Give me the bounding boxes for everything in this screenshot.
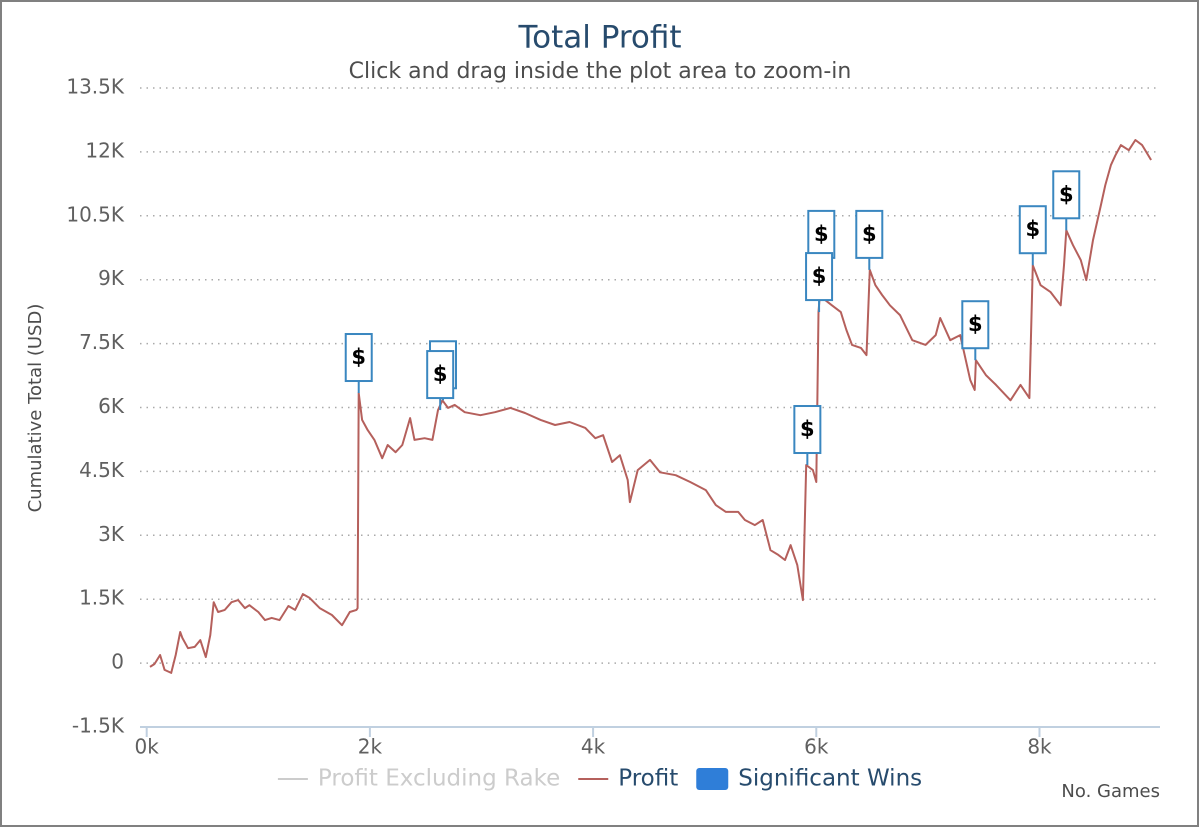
legend-label: Profit	[618, 766, 678, 792]
x-tick-label: 6k	[804, 735, 829, 759]
flag-box	[805, 252, 834, 302]
profit-line	[149, 139, 1152, 674]
flag: $	[793, 405, 822, 466]
chart-title: Total Profit	[517, 20, 681, 56]
flag-label: $	[1059, 182, 1074, 206]
flag: $	[426, 350, 455, 411]
chart-subtitle: Click and drag inside the plot area to z…	[349, 59, 852, 84]
flag-label: $	[800, 417, 815, 441]
y-tick-label: -1.5K	[72, 714, 125, 738]
legend-label: Significant Wins	[738, 766, 922, 792]
y-tick-label: 0	[111, 650, 124, 674]
legend-item: Significant Wins	[696, 766, 922, 792]
flag-label: $	[968, 312, 983, 336]
legend-symbol	[696, 768, 729, 790]
flag-box	[1052, 170, 1081, 220]
y-tick-label: 12K	[85, 138, 124, 162]
legend-label: Profit Excluding Rake	[318, 766, 560, 792]
flag: $	[855, 209, 884, 270]
y-tick-label: 9K	[98, 266, 125, 290]
legend-item: Profit	[578, 766, 678, 792]
flag-label: $	[812, 264, 827, 288]
flag-box	[1018, 205, 1047, 255]
flag-label: $	[433, 362, 448, 386]
flag-label: $	[814, 222, 829, 246]
flag-box	[961, 300, 990, 350]
legend-item: Profit Excluding Rake	[277, 766, 560, 792]
x-tick-label: 8k	[1027, 735, 1052, 759]
flag-box	[807, 209, 836, 259]
flag: $	[1052, 170, 1081, 231]
y-tick-label: 13.5K	[66, 75, 125, 99]
flag-label: $	[1025, 217, 1040, 241]
flag-box	[344, 333, 373, 383]
flag-box	[793, 405, 822, 455]
y-axis-title: Cumulative Total (USD)	[25, 304, 46, 513]
legend: Profit Excluding Rake Profit Significant W…	[277, 766, 922, 792]
flag-box	[855, 209, 884, 259]
y-tick-label: 6K	[98, 394, 125, 418]
y-tick-label: 3K	[98, 522, 125, 546]
x-tick-label: 4k	[581, 735, 606, 759]
x-tick-label: 0k	[135, 735, 160, 759]
flag-label: $	[862, 222, 877, 246]
flag-box	[426, 350, 455, 400]
flag-label: $	[351, 345, 366, 369]
flag: $	[961, 300, 990, 361]
x-axis-title: No. Games	[1061, 781, 1160, 802]
y-tick-label: 7.5K	[79, 330, 125, 354]
y-tick-label: 10.5K	[66, 202, 125, 226]
flag: $	[1018, 205, 1047, 266]
y-tick-label: 1.5K	[79, 586, 125, 610]
x-tick-label: 2k	[358, 735, 383, 759]
flag: $	[805, 252, 834, 313]
flag: $	[344, 333, 373, 394]
y-tick-label: 4.5K	[79, 458, 125, 482]
